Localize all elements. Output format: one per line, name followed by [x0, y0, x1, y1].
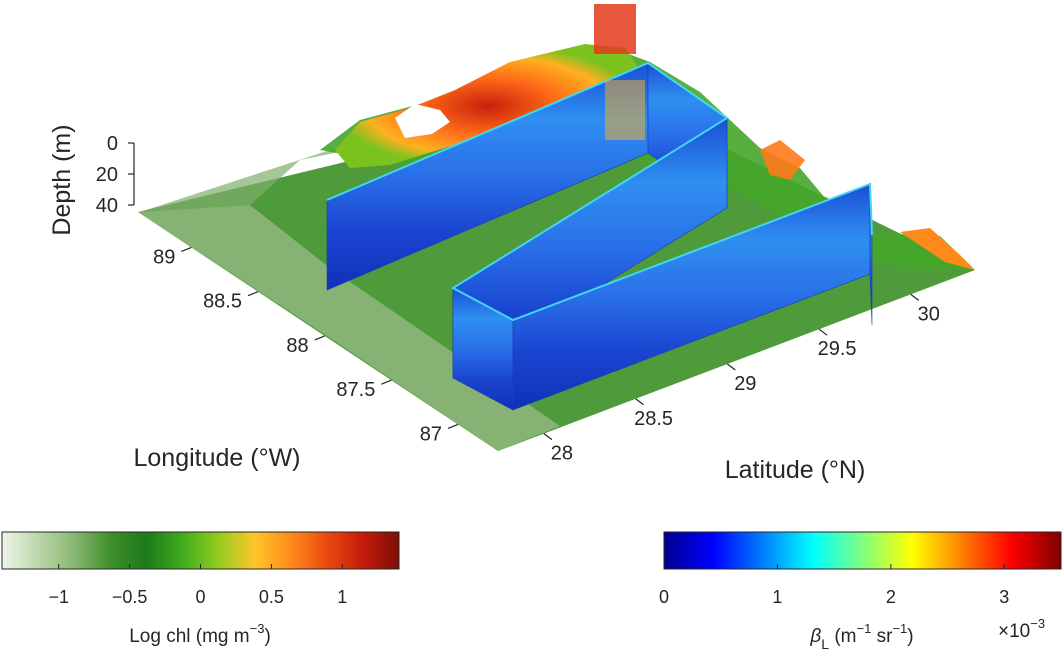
chl-ticks-label-2: 0: [195, 587, 205, 607]
surface-patch-coastal-far: [900, 228, 975, 270]
chl-ticks-label-3: 0.5: [259, 587, 284, 607]
lidar-ticks-label-3: 3: [999, 587, 1009, 607]
colorbar-chlorophyll-bar: [1, 531, 400, 570]
colorbar-lidar-bar: [663, 531, 1062, 570]
latitude-axis-title: Latitude (°N): [725, 456, 866, 484]
lat-tick-29: [726, 363, 736, 371]
surface-patch-offshore: [138, 205, 560, 451]
depth-tick-label-0: 0: [107, 133, 118, 155]
lon-tick-87.5: [381, 379, 392, 385]
lon-tick-label-87: 87: [420, 423, 442, 445]
chl-ticks-label-1: −0.5: [112, 587, 148, 607]
latitude-ticks: 28 28.5 29 29.5 30: [543, 293, 940, 465]
lidar-ticks-label-1: 1: [772, 587, 782, 607]
colorbar-chlorophyll-ticks: −1 −0.5 0 0.5 1: [48, 564, 347, 607]
lat-tick-label-29.5: 29.5: [818, 338, 857, 360]
lat-tick-label-30: 30: [918, 303, 940, 325]
depth-tick-label-20: 20: [96, 164, 118, 186]
backscatter-curtain: [326, 4, 873, 411]
colorbar-lidar-ticks: 0 1 2 3: [659, 564, 1009, 607]
lat-tick-label-28.5: 28.5: [634, 408, 673, 430]
lat-tick-28: [543, 433, 553, 441]
colorbar-chlorophyll: −1 −0.5 0 0.5 1 Log chl (mg m−3): [1, 531, 400, 647]
lidar-ticks-label-2: 2: [886, 587, 896, 607]
lon-tick-label-89: 89: [153, 246, 175, 268]
longitude-ticks: 89 88.5 88 87.5 87: [153, 246, 459, 445]
lat-tick-28.5: [635, 398, 644, 406]
longitude-axis-title: Longitude (°W): [133, 444, 300, 472]
curtain-hotspot: [605, 80, 645, 140]
lon-tick-label-88: 88: [286, 335, 308, 357]
lat-tick-29.5: [818, 328, 828, 336]
lat-tick-30: [910, 293, 920, 301]
curtain-flag: [594, 4, 636, 54]
lon-tick-label-87.5: 87.5: [336, 379, 375, 401]
chl-ticks-label-4: 1: [337, 587, 347, 607]
surface-patch-nodata: [395, 104, 450, 138]
lat-tick-label-28: 28: [551, 443, 573, 465]
surface-patch-coastal-east: [760, 140, 805, 180]
lon-tick-88.5: [247, 291, 259, 297]
lat-tick-label-29: 29: [734, 373, 756, 395]
curtain-top-edge: [326, 61, 873, 322]
chl-ticks-label-0: −1: [48, 587, 69, 607]
map-panel: 0 20 40 89 88.5 88 87.5 87 28 28.5 29 29.5 30 Long…: [48, 4, 975, 484]
depth-tick-label-40: 40: [96, 195, 118, 217]
depth-axis-title: Depth (m): [48, 124, 76, 235]
surface-patch-west: [140, 96, 618, 212]
lon-tick-label-88.5: 88.5: [203, 291, 242, 313]
depth-axis: 0 20 40: [96, 133, 135, 217]
colorbar-lidar-multiplier: ×10−3: [998, 616, 1045, 642]
lidar-ticks-label-0: 0: [659, 587, 669, 607]
lon-tick-88: [314, 335, 325, 341]
colorbar-lidar: 0 1 2 3 βL (m−1 sr−1) ×10−3: [659, 531, 1062, 652]
colorbar-lidar-label: βL (m−1 sr−1): [809, 621, 913, 652]
colorbar-chlorophyll-label: Log chl (mg m−3): [129, 621, 271, 647]
lon-tick-87: [447, 423, 459, 430]
lon-tick-89: [181, 246, 192, 252]
